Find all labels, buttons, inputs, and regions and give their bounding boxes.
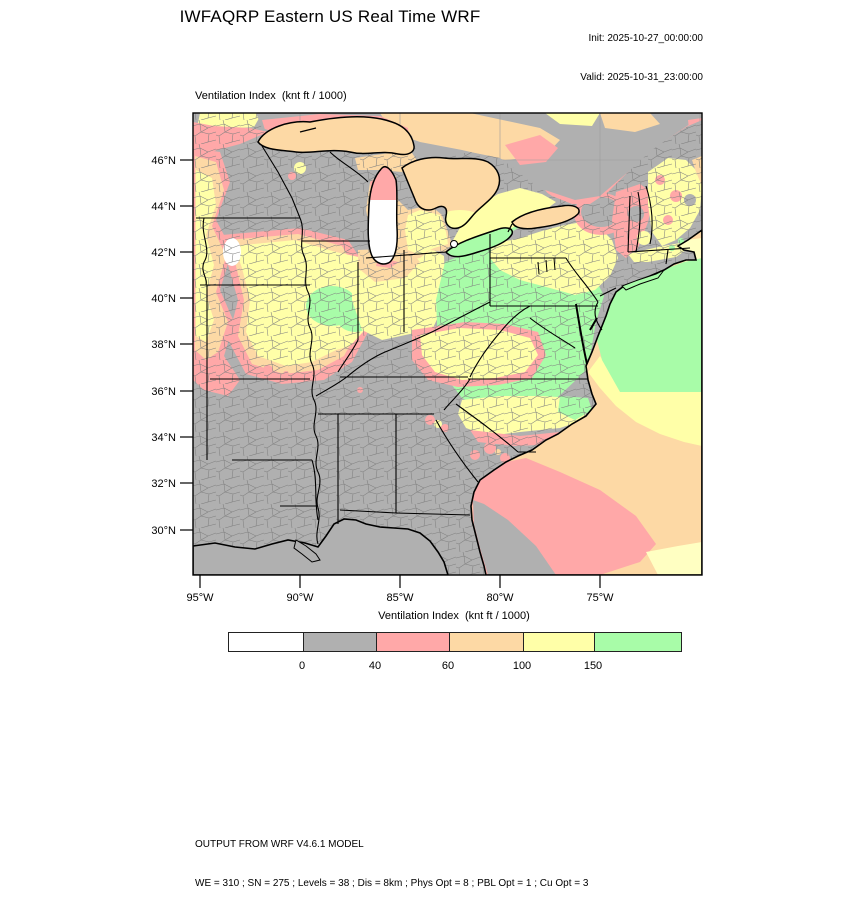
lon-tick-label: 85°W [386, 592, 414, 604]
legend-tick-label: 60 [441, 660, 455, 672]
model-version-line: OUTPUT FROM WRF V4.6.1 MODEL [195, 839, 364, 850]
lat-tick-label: 32°N [151, 478, 176, 490]
legend-tick-label: 150 [583, 660, 603, 672]
lat-tick-label: 44°N [151, 201, 176, 213]
lon-tick-label: 80°W [486, 592, 514, 604]
legend-title: Ventilation Index (knt ft / 1000) [378, 610, 530, 622]
legend-tick-label: 100 [512, 660, 532, 672]
wrf-map-canvas: 46°N 44°N 42°N 40°N 38°N 36°N 34°N 32°N … [151, 112, 703, 604]
legend-swatch [303, 633, 376, 651]
init-timestamp: Init: 2025-10-27_00:00:00 [588, 33, 703, 44]
lat-tick-label: 36°N [151, 386, 176, 398]
run-timestamps: Init: 2025-10-27_00:00:00 Valid: 2025-10… [580, 6, 703, 97]
model-output-notes: OUTPUT FROM WRF V4.6.1 MODEL WE = 310 ; … [195, 812, 588, 903]
lon-tick-label: 95°W [186, 592, 214, 604]
model-config-line: WE = 310 ; SN = 275 ; Levels = 38 ; Dis … [195, 878, 589, 889]
legend-colorbar [228, 632, 682, 652]
lat-axis-labels: 46°N 44°N 42°N 40°N 38°N 36°N 34°N 32°N … [151, 155, 176, 537]
lon-tick-label: 75°W [586, 592, 614, 604]
lat-tick-label: 30°N [151, 525, 176, 537]
legend-swatch [376, 633, 449, 651]
legend-swatch [449, 633, 523, 651]
lon-axis-labels: 95°W 90°W 85°W 80°W 75°W [186, 592, 614, 604]
lat-tick-label: 38°N [151, 339, 176, 351]
lat-tick-label: 42°N [151, 247, 176, 259]
legend-tick-label: 40 [368, 660, 382, 672]
map-graphics [193, 113, 702, 575]
lat-tick-label: 46°N [151, 155, 176, 167]
page-title: IWFAQRP Eastern US Real Time WRF [179, 7, 481, 26]
legend-tick-label: 0 [298, 660, 306, 672]
map-variable-title: Ventilation Index (knt ft / 1000) [195, 90, 347, 102]
state-borders [196, 145, 691, 545]
legend-swatch [594, 633, 681, 651]
legend-swatch [229, 633, 303, 651]
valid-timestamp: Valid: 2025-10-31_23:00:00 [580, 72, 703, 83]
lat-tick-label: 40°N [151, 293, 176, 305]
lon-tick-label: 90°W [286, 592, 314, 604]
legend-swatch [523, 633, 594, 651]
axis-ticks [180, 159, 601, 588]
lat-tick-label: 34°N [151, 432, 176, 444]
